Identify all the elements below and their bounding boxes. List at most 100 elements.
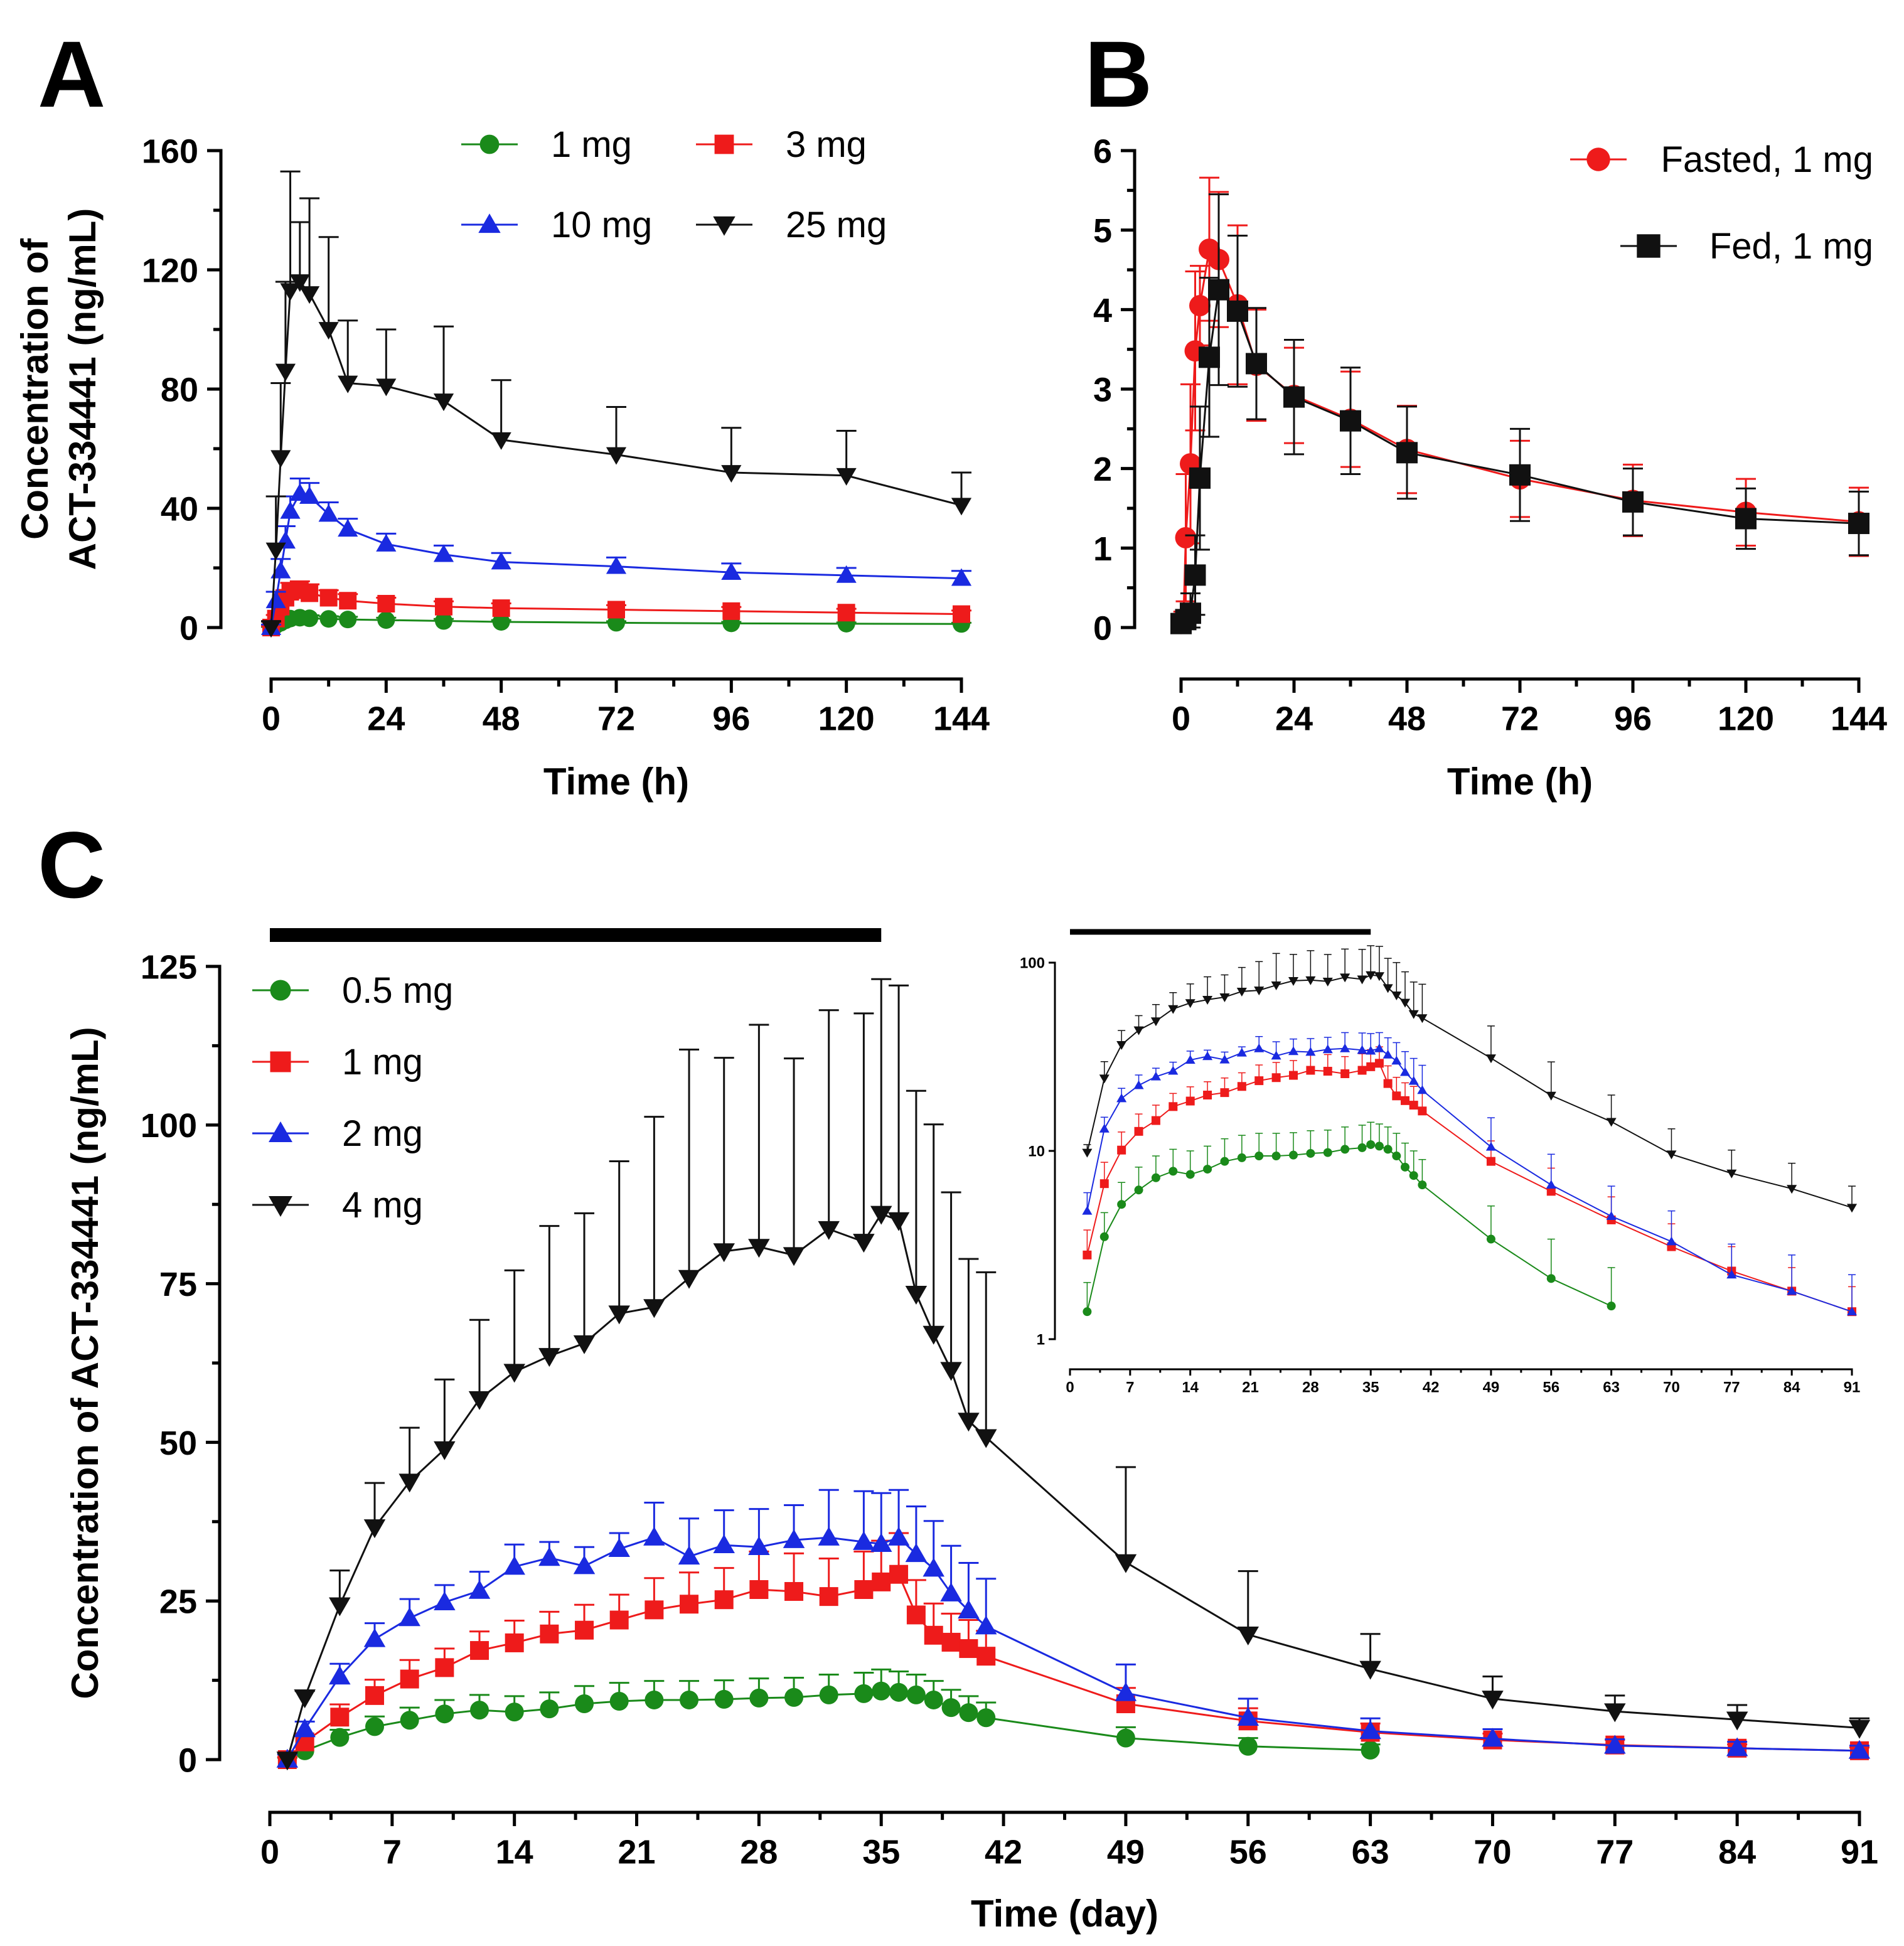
x-tick-label: 24 (367, 700, 405, 738)
x-tick-label: 14 (1182, 1379, 1199, 1396)
data-point (1254, 1076, 1264, 1086)
series-line (270, 280, 962, 628)
data-point (1848, 1719, 1871, 1739)
data-point (1254, 986, 1265, 996)
y-tick-label: 4 (1093, 292, 1112, 329)
data-point (1202, 1051, 1213, 1061)
series-1-mg (1083, 1046, 1856, 1317)
data-point (784, 1687, 804, 1707)
data-point (959, 1639, 978, 1659)
legend-entry: 0.5 mg (252, 970, 453, 1011)
x-tick-label: 120 (1718, 700, 1774, 738)
data-point (1189, 295, 1211, 316)
data-point (1305, 1047, 1316, 1056)
data-point (301, 609, 319, 628)
data-point (748, 1536, 770, 1555)
x-tick-label: 48 (1388, 700, 1426, 738)
x-tick-label: 70 (1663, 1379, 1680, 1396)
data-point (818, 1221, 840, 1240)
data-point (1185, 999, 1195, 1008)
data-point (1117, 1200, 1126, 1209)
legend-label: 10 mg (551, 205, 652, 245)
data-point (1168, 1066, 1179, 1075)
data-point (887, 1526, 910, 1546)
data-point (1236, 1047, 1247, 1057)
data-point (1383, 1145, 1393, 1154)
data-point (608, 1305, 630, 1325)
x-tick-label: 56 (1229, 1834, 1267, 1871)
data-point (1169, 1167, 1178, 1176)
legend-marker (479, 134, 500, 154)
data-point (1366, 1140, 1376, 1149)
data-point (1366, 971, 1376, 980)
data-point (1401, 1162, 1409, 1172)
data-point (1374, 1043, 1384, 1052)
data-point (958, 1413, 980, 1432)
data-point (749, 1580, 769, 1599)
data-point (1099, 1123, 1110, 1133)
series-1-mg (277, 1532, 1869, 1769)
data-point (329, 1665, 351, 1685)
data-point (872, 1572, 891, 1591)
y-tick-label: 50 (159, 1425, 197, 1462)
data-point (1726, 1711, 1748, 1731)
y-tick-label: 120 (142, 252, 198, 289)
data-point (721, 562, 742, 580)
data-point (503, 1556, 525, 1575)
data-point (435, 1658, 454, 1677)
x-tick-label: 0 (260, 1834, 279, 1871)
x-tick-label: 120 (818, 700, 875, 738)
data-point (265, 591, 286, 609)
data-point (1185, 1096, 1195, 1106)
data-point (1306, 1148, 1315, 1158)
data-point (1305, 976, 1316, 985)
data-point (643, 1299, 665, 1318)
data-point (1359, 1720, 1381, 1740)
data-point (1169, 1102, 1178, 1111)
data-point (1289, 1071, 1298, 1080)
data-point (1237, 1082, 1246, 1091)
data-point (1359, 1660, 1381, 1680)
data-point (319, 589, 338, 607)
data-point (906, 1605, 926, 1625)
data-point (1150, 1017, 1161, 1027)
legend-marker (1586, 147, 1610, 171)
y-tick-label: 100 (141, 1107, 197, 1145)
data-point (1666, 1150, 1677, 1160)
x-tick-label: 91 (1841, 1834, 1878, 1871)
legend-marker (270, 980, 291, 1001)
data-point (365, 1717, 385, 1736)
data-point (1254, 1152, 1264, 1161)
data-point (1383, 984, 1393, 993)
y-tick-label: 1 (1037, 1332, 1045, 1349)
series-line (1086, 1047, 1853, 1313)
legend-entry: 1 mg (461, 124, 632, 165)
x-tick-label: 0 (1172, 700, 1190, 738)
legend-entry: Fed, 1 mg (1620, 226, 1873, 267)
y-tick-label: 1 (1093, 530, 1112, 568)
x-tick-label: 96 (712, 700, 750, 738)
data-point (363, 1519, 386, 1539)
data-point (1180, 602, 1201, 624)
data-point (275, 363, 296, 382)
data-point (339, 611, 357, 629)
y-tick-label: 100 (1020, 955, 1045, 972)
data-point (1396, 442, 1418, 464)
series-line (1180, 287, 1859, 624)
data-point (294, 1718, 316, 1738)
legend-entry: 10 mg (461, 205, 652, 245)
legend-label: 2 mg (342, 1113, 423, 1154)
legend-label: 25 mg (786, 205, 887, 245)
data-point (1168, 1005, 1179, 1014)
x-tick-label: 77 (1596, 1834, 1634, 1871)
data-point (1116, 1041, 1127, 1051)
series-4-mg (1082, 945, 1858, 1213)
x-tick-label: 21 (618, 1834, 655, 1871)
y-tick-label: 125 (141, 948, 197, 986)
data-point (722, 602, 741, 620)
x-tick-label: 21 (1242, 1379, 1259, 1396)
series-line (286, 1536, 1860, 1760)
data-point (538, 1547, 560, 1566)
data-point (363, 1628, 386, 1647)
y-axis-title: ACT-334441 (ng/mL) (62, 208, 104, 570)
